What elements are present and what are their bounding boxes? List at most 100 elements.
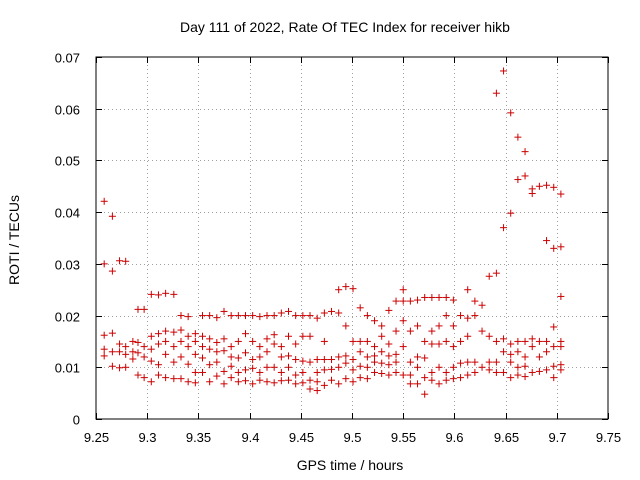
x-tick-label: 9.25 (84, 430, 109, 445)
data-point (170, 375, 178, 383)
data-point (249, 380, 257, 388)
data-point (507, 109, 515, 117)
data-point (122, 343, 130, 351)
data-point (134, 338, 142, 346)
data-point (457, 312, 465, 320)
data-point (108, 329, 116, 337)
data-point (335, 353, 343, 361)
data-point (134, 305, 142, 313)
data-point (242, 377, 250, 385)
data-point (162, 350, 170, 358)
data-point (485, 358, 493, 366)
data-point (528, 190, 536, 198)
data-point (220, 335, 228, 343)
x-tick-label: 9.35 (186, 430, 211, 445)
data-point (100, 331, 108, 339)
data-point (363, 353, 371, 361)
y-axis-tick-labels: 0 0.01 0.02 0.03 0.04 0.05 0.06 0.07 (55, 51, 80, 428)
x-tick-label: 9.65 (494, 430, 519, 445)
data-point (514, 337, 522, 345)
data-point (134, 349, 142, 357)
data-point (140, 343, 148, 351)
data-point (213, 372, 221, 380)
x-tick-label: 9.55 (391, 430, 416, 445)
x-tick-label: 9.75 (596, 430, 621, 445)
data-point (535, 353, 543, 361)
y-tick-label: 0 (73, 413, 80, 428)
data-point (313, 387, 321, 395)
data-point (385, 361, 393, 369)
data-point (184, 343, 192, 351)
data-point (449, 363, 457, 371)
x-tick-label: 9.4 (241, 430, 259, 445)
data-point (421, 354, 429, 362)
data-point (263, 348, 271, 356)
data-point (557, 343, 565, 351)
data-point (263, 312, 271, 320)
data-point (507, 374, 515, 382)
data-point (306, 376, 314, 384)
data-point (170, 290, 178, 298)
data-point (378, 348, 386, 356)
data-point (371, 368, 379, 376)
data-point (198, 368, 206, 376)
data-point (428, 327, 436, 335)
data-point (442, 368, 450, 376)
data-point (435, 363, 443, 371)
data-point (292, 312, 300, 320)
data-point (177, 326, 185, 334)
data-point (421, 390, 429, 398)
data-point (140, 353, 148, 361)
data-point (528, 335, 536, 343)
data-point (320, 356, 328, 364)
data-point (320, 309, 328, 317)
data-point (406, 297, 414, 305)
y-tick-label: 0.04 (55, 206, 80, 221)
data-point (227, 312, 235, 320)
data-point (457, 337, 465, 345)
data-point (270, 379, 278, 387)
data-point (213, 358, 221, 366)
data-point (464, 358, 472, 366)
data-point (234, 368, 242, 376)
data-point (285, 363, 293, 371)
data-point (299, 379, 307, 387)
data-point (428, 340, 436, 348)
data-point (550, 323, 558, 331)
data-point (270, 340, 278, 348)
data-point (116, 348, 124, 356)
data-point (335, 380, 343, 388)
data-point (507, 358, 515, 366)
data-point (349, 337, 357, 345)
data-point (428, 293, 436, 301)
data-point (292, 371, 300, 379)
data-point (162, 337, 170, 345)
data-point (263, 378, 271, 386)
data-point (335, 286, 343, 294)
data-point (356, 304, 364, 312)
data-point (435, 322, 443, 330)
data-point (449, 296, 457, 304)
data-point (363, 375, 371, 383)
data-point (242, 330, 250, 338)
data-point (464, 286, 472, 294)
data-point (270, 363, 278, 371)
data-point (406, 380, 414, 388)
data-point (528, 343, 536, 351)
data-point (177, 353, 185, 361)
data-point (507, 209, 515, 217)
data-point (285, 307, 293, 315)
data-point (399, 371, 407, 379)
data-point (140, 374, 148, 382)
data-point (521, 337, 529, 345)
data-point (392, 327, 400, 335)
data-point (500, 67, 508, 75)
data-point (356, 374, 364, 382)
x-tick-label: 9.7 (548, 430, 566, 445)
data-point (392, 350, 400, 358)
data-point (442, 376, 450, 384)
data-point (557, 243, 565, 251)
data-point (313, 368, 321, 376)
data-point (371, 358, 379, 366)
data-point (256, 343, 264, 351)
